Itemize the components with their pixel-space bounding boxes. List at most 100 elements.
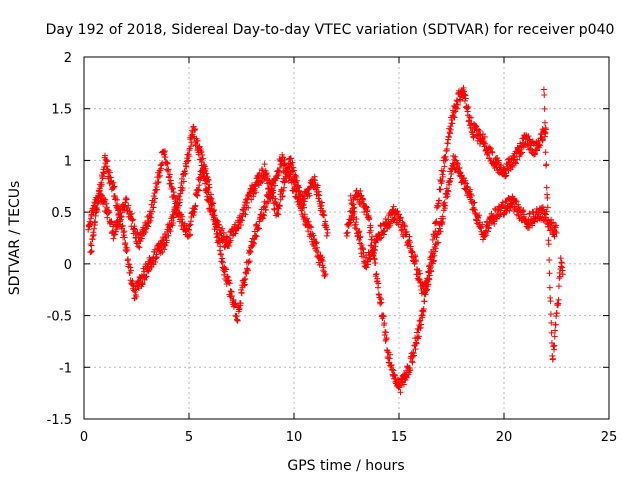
data-point [382,329,389,336]
data-point [391,215,398,222]
data-point [397,389,404,396]
data-point [550,219,557,226]
data-point [366,215,373,222]
data-point [456,164,463,171]
y-tick-label: 1 [64,154,72,169]
grid [84,57,609,419]
data-point [517,150,524,157]
data-point [421,298,428,305]
data-point [177,211,184,218]
data-point [435,239,442,246]
x-tick-label: 0 [80,430,88,445]
y-tick-label: 0.5 [51,206,72,221]
data-point [91,225,98,232]
data-point [513,160,519,167]
data-point [321,212,328,219]
data-point [524,141,531,148]
data-point [305,228,312,235]
data-point [104,158,111,165]
data-point [153,253,160,260]
data-point [401,223,408,230]
data-point [196,182,203,189]
data-point [464,183,471,190]
data-point [312,240,319,247]
data-point [355,229,362,236]
data-point [88,248,95,255]
data-point [133,293,140,300]
data-point [176,193,183,200]
data-point [531,151,537,158]
data-point [314,182,321,189]
data-point [543,208,550,215]
data-point [437,228,444,235]
data-point [396,211,403,218]
data-point [209,200,216,207]
data-point [128,210,135,217]
data-point [106,169,113,176]
data-point [237,221,244,228]
data-point [143,273,150,280]
data-point [413,257,420,264]
data-point [201,162,208,169]
data-point [468,114,474,121]
data-point [118,213,125,220]
data-point [521,211,528,218]
data-point [129,278,136,285]
data-point [123,196,130,203]
data-point [131,295,138,302]
data-point [111,183,118,190]
data-point [446,178,453,185]
data-point [151,199,158,206]
data-point [358,192,365,199]
data-point [369,233,375,240]
data-point [462,95,469,102]
data-point [420,306,427,313]
data-point [206,184,213,191]
data-point [242,275,249,282]
data-point [421,291,428,298]
data-point [293,183,300,190]
data-point [154,179,161,186]
data-point [243,270,250,277]
data-point [290,177,297,184]
data-point [312,177,318,184]
data-point [113,226,120,233]
data-point [372,239,379,246]
data-point [412,346,419,353]
data-point [156,172,163,179]
data-point [214,226,221,233]
data-point [351,208,358,215]
data-point [173,209,180,216]
data-point [439,178,446,185]
data-point [111,231,118,238]
data-point [238,290,245,297]
data-point [192,126,199,133]
data-point [265,185,272,192]
data-point [542,149,549,156]
data-point [306,192,313,199]
data-point [544,194,551,201]
data-point [470,134,477,141]
data-point [442,202,449,209]
data-point [387,351,393,358]
data-point [514,156,521,163]
data-point [547,298,554,305]
data-point [447,175,454,182]
data-point [87,220,94,227]
x-tick-label: 10 [286,430,303,445]
data-point [113,219,120,226]
data-point [234,317,241,324]
data-point [394,376,401,383]
data-point [239,213,246,220]
data-point [242,211,249,218]
data-point [475,215,482,222]
data-point [153,186,160,193]
data-point [462,180,469,187]
data-point [161,148,168,155]
data-point [211,212,218,219]
data-point [375,280,382,287]
data-point [461,175,468,182]
data-point [348,200,355,207]
data-point [260,212,267,219]
data-point [373,270,380,277]
